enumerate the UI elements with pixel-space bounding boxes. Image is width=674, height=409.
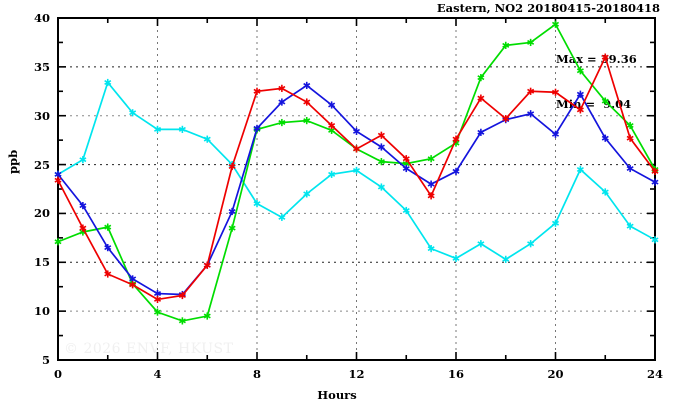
x-tick-label: 16 (447, 367, 464, 381)
x-tick-label: 20 (547, 367, 564, 381)
y-tick-label: 20 (33, 206, 50, 221)
y-tick-label: 40 (33, 11, 50, 25)
y-tick-label: 35 (33, 59, 50, 74)
series-day4-red (54, 53, 659, 304)
y-tick-label: 5 (41, 353, 50, 367)
chart-title: Eastern, NO2 20180415-20180418 (436, 1, 660, 15)
x-tick-label: 4 (153, 367, 162, 381)
y-tick-label: 25 (33, 157, 50, 172)
x-tick-label: 24 (646, 367, 663, 381)
y-tick-label: 30 (33, 108, 50, 123)
x-axis-label: Hours (317, 388, 357, 402)
y-tick-label: 15 (33, 255, 50, 270)
x-tick-label: 8 (252, 367, 261, 381)
axis-ticks (57, 17, 656, 361)
plot-frame (57, 17, 656, 361)
x-tick-label: 12 (348, 367, 365, 381)
series-day3-blue (54, 81, 659, 299)
data-series-group (54, 20, 659, 325)
gridlines (58, 18, 655, 360)
series-day1-cyan (54, 78, 659, 263)
min-value-text: Min = 9.04 (556, 97, 632, 111)
x-tick-label: 0 (53, 367, 62, 381)
y-tick-label: 10 (33, 304, 50, 319)
